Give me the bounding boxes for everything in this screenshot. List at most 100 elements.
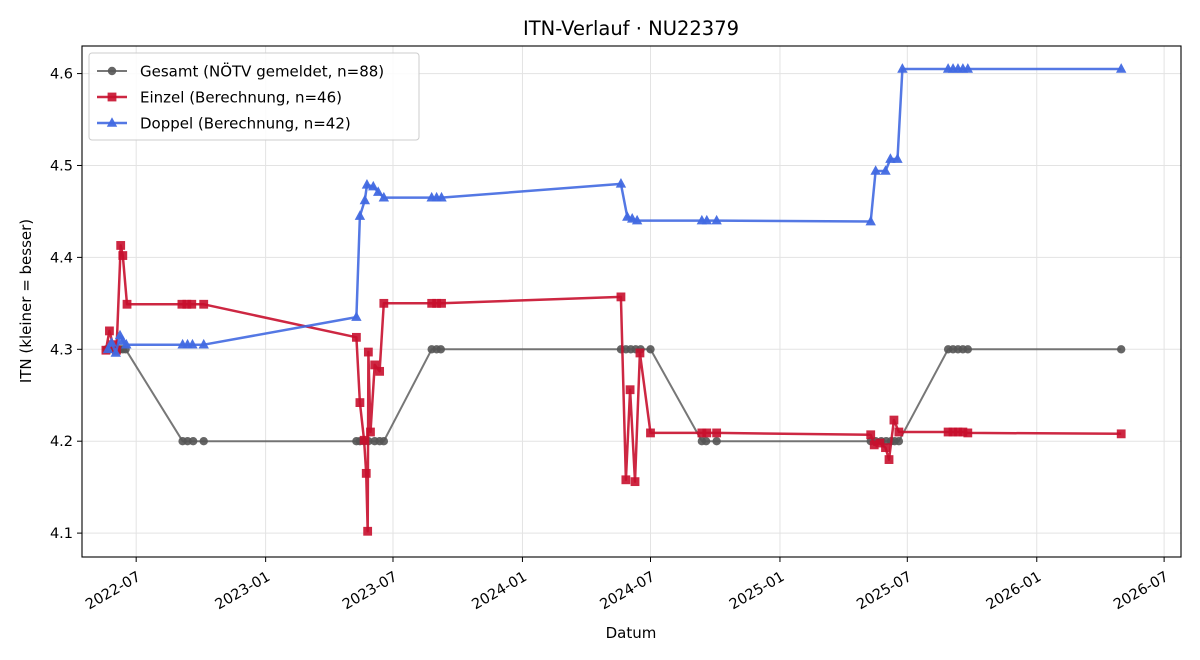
data-point-einzel: [187, 299, 197, 309]
y-axis-label: ITN (kleiner = besser): [17, 219, 35, 383]
data-point-doppel: [892, 153, 903, 163]
data-point-doppel: [351, 311, 362, 321]
data-point-einzel: [1116, 429, 1126, 439]
series-layer: [101, 63, 1127, 536]
legend-entry-gesamt: Gesamt (NÖTV gemeldet, n=88): [97, 62, 384, 81]
series-doppel: [102, 63, 1127, 357]
data-point-einzel: [182, 299, 192, 309]
data-point-doppel: [187, 338, 198, 349]
data-point-einzel: [697, 428, 707, 438]
data-point-gesamt: [894, 436, 904, 446]
data-point-gesamt: [436, 345, 446, 354]
data-point-einzel: [869, 440, 879, 450]
data-point-einzel: [948, 427, 958, 437]
data-point-einzel: [116, 241, 126, 250]
chart-title: ITN-Verlauf · NU22379: [523, 17, 739, 40]
data-point-doppel: [1115, 63, 1127, 73]
data-point-einzel: [359, 435, 369, 445]
data-point-einzel: [105, 326, 114, 336]
data-point-einzel: [199, 299, 209, 309]
data-point-einzel: [616, 292, 626, 302]
data-point-einzel: [351, 332, 361, 342]
data-point-einzel: [881, 443, 890, 453]
data-point-einzel: [953, 427, 963, 437]
y-tick-label: 4.4: [50, 250, 73, 266]
data-point-einzel: [122, 299, 132, 309]
data-point-einzel: [621, 475, 631, 485]
data-point-einzel: [177, 299, 187, 309]
data-point-einzel: [625, 385, 635, 395]
data-point-einzel: [943, 427, 953, 437]
data-point-einzel: [963, 428, 973, 438]
data-point-einzel: [355, 398, 365, 407]
data-point-doppel: [631, 214, 643, 225]
data-point-doppel: [880, 165, 891, 175]
data-point-gesamt: [963, 345, 973, 354]
data-point-doppel: [865, 215, 876, 226]
plot-frame: [81, 45, 1182, 558]
data-point-gesamt: [188, 436, 198, 446]
y-axis-ticks: 4.1 4.2 4.3 4.4 4.5 4.6: [50, 67, 82, 542]
legend-box: [88, 52, 420, 141]
data-point-gesamt: [379, 436, 389, 446]
data-point-einzel: [635, 348, 645, 358]
data-point-doppel: [962, 63, 974, 73]
legend-entry-doppel: Doppel (Berechnung, n=42): [97, 115, 351, 133]
data-point-einzel: [432, 298, 442, 308]
data-point-einzel: [375, 366, 385, 376]
data-point-einzel: [702, 428, 712, 438]
data-point-einzel: [118, 251, 128, 260]
data-point-doppel: [373, 186, 384, 196]
x-axis-label: Datum: [606, 624, 657, 642]
y-tick-label: 4.1: [50, 526, 73, 542]
data-point-einzel: [866, 430, 876, 440]
data-point-gesamt: [199, 436, 208, 446]
data-point-doppel: [436, 191, 447, 202]
data-point-doppel: [106, 337, 117, 347]
data-point-einzel: [889, 415, 899, 425]
data-point-doppel: [378, 191, 390, 202]
data-point-doppel: [102, 343, 114, 354]
data-point-einzel: [363, 526, 373, 536]
data-point-doppel: [121, 338, 132, 349]
data-point-doppel: [359, 194, 371, 205]
data-point-einzel: [366, 427, 375, 437]
data-point-einzel: [379, 298, 389, 308]
legend-label: Doppel (Berechnung, n=42): [140, 115, 351, 133]
y-tick-label: 4.2: [50, 434, 73, 450]
data-point-einzel: [894, 427, 904, 437]
data-point-doppel: [368, 180, 379, 191]
data-point-gesamt: [701, 436, 711, 446]
data-point-doppel: [354, 210, 366, 220]
data-point-doppel: [711, 214, 722, 225]
data-point-gesamt: [1116, 345, 1126, 354]
data-point-doppel: [198, 338, 209, 349]
data-point-einzel: [370, 360, 380, 370]
legend-swatch-marker: [107, 92, 117, 102]
data-point-einzel: [875, 438, 885, 448]
data-point-einzel: [361, 468, 371, 478]
data-point-doppel: [361, 178, 373, 189]
data-point-doppel: [110, 347, 121, 357]
data-point-doppel: [870, 165, 881, 175]
y-tick-label: 4.6: [50, 67, 73, 83]
data-point-doppel: [897, 63, 908, 73]
data-point-doppel: [615, 178, 627, 188]
data-point-einzel: [363, 347, 373, 357]
data-point-einzel: [646, 428, 655, 438]
data-point-einzel: [884, 455, 894, 464]
legend-swatch-marker: [106, 117, 118, 127]
legend-entry-einzel: Einzel (Berechnung, n=46): [97, 89, 342, 107]
y-tick-label: 4.5: [50, 158, 73, 174]
data-point-gesamt: [712, 436, 721, 446]
data-point-einzel: [427, 298, 437, 308]
y-tick-label: 4.3: [50, 342, 73, 358]
data-point-doppel: [885, 153, 896, 163]
data-point-gesamt: [646, 345, 655, 354]
data-point-einzel: [437, 298, 446, 308]
legend: Gesamt (NÖTV gemeldet, n=88) Einzel (Bere…: [88, 52, 420, 141]
data-point-einzel: [712, 428, 722, 438]
legend-swatch-marker: [107, 66, 117, 76]
data-point-doppel: [701, 214, 712, 225]
